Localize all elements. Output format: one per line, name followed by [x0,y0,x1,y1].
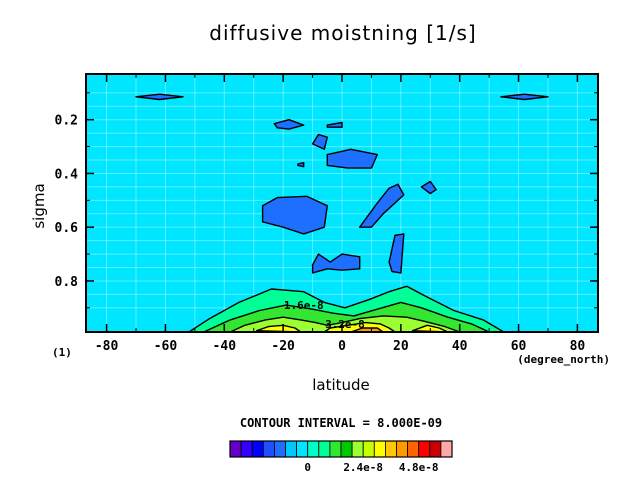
colorbar: 0 2.4e-8 4.8e-8 [229,440,453,474]
colorbar-swatch [262,440,275,458]
colorbar-swatch [429,440,442,458]
colorbar-swatch [340,440,353,458]
chart-title: diffusive moistning [1/s] [209,21,476,45]
negative-contour-region [311,133,328,151]
x-tick-label: 60 [511,339,527,354]
x-axis-label: latitude [312,376,370,394]
y-tick-label: 0.4 [55,167,79,182]
x-tick-label: -20 [271,339,295,354]
negative-contour-region [420,180,437,195]
x-tick-label: 0 [338,339,346,354]
colorbar-swatch [229,440,242,458]
y-tick-label: 0.2 [55,114,78,129]
x-tick-label: -80 [95,339,119,354]
x-tick-label: -40 [213,339,237,354]
negative-contour-region [388,233,405,274]
negative-contour-region [500,93,549,101]
colorbar-swatch [251,440,264,458]
contour-labels: 1.6e-83.2e-8 [284,299,365,331]
negative-contour-region [273,118,305,130]
negative-contour-region [326,148,378,169]
colorbar-swatch [362,440,375,458]
x-tick-label: -60 [154,339,178,354]
contour-regions [135,93,549,333]
y-tick-label: 0.6 [55,221,79,236]
x-unit-label: (degree_north) [517,353,610,366]
colorbar-swatch [418,440,431,458]
colorbar-swatch [318,440,331,458]
negative-contour-region [261,195,328,235]
plot-area [86,74,598,332]
colorbar-swatch [440,440,453,458]
axes: -80 -60 -40 -20 0 20 40 60 80 0.2 0.4 0.6 0.8 [55,74,598,354]
y-tick-label: 0.8 [55,275,79,290]
colorbar-swatch [285,440,298,458]
x-tick-label: 20 [393,339,409,354]
x-tick-label: 80 [570,339,586,354]
y-axis-label: sigma [30,183,48,228]
colorbar-swatch [329,440,342,458]
colorbar-swatch [351,440,364,458]
negative-contour-region [135,93,184,101]
colorbar-frame [229,440,453,458]
contour-label: 1.6e-8 [284,299,324,312]
colorbar-swatch [373,440,386,458]
x-tick-label: 40 [452,339,468,354]
contour-label: 3.2e-8 [325,318,365,331]
y-unit-label: (1) [52,346,72,359]
colorbar-tick-label: 0 [304,461,311,474]
contour-interval-label: CONTOUR INTERVAL = 8.000E-09 [240,416,442,430]
colorbar-swatch [407,440,420,458]
colorbar-swatch [273,440,286,458]
colorbar-swatch [307,440,320,458]
negative-contour-region [297,161,305,168]
negative-contour-region [311,253,361,274]
colorbar-swatch [240,440,253,458]
colorbar-swatch [396,440,409,458]
colorbar-swatch [296,440,309,458]
colorbar-tick-label: 2.4e-8 [343,461,383,474]
negative-contour-region [359,183,405,228]
colorbar-tick-label: 4.8e-8 [399,461,439,474]
negative-contour-region [326,121,343,128]
colorbar-swatch [384,440,397,458]
